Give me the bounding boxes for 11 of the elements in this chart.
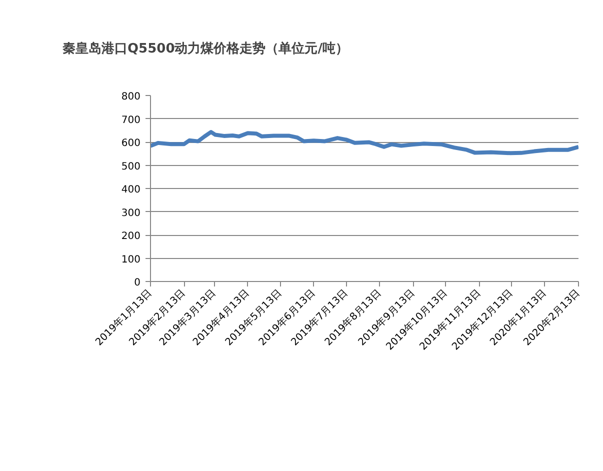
y-tick-label: 200 <box>121 231 141 242</box>
line-series <box>150 130 578 156</box>
y-tick-label: 400 <box>121 184 141 196</box>
y-tick-label: 500 <box>121 161 141 172</box>
y-tick-label: 600 <box>121 138 141 149</box>
y-tick-label: 100 <box>121 254 141 266</box>
y-tick-label: 700 <box>121 114 141 126</box>
y-tick-label: 0 <box>134 278 141 288</box>
y-tick-label: 800 <box>121 92 141 102</box>
y-tick-label: 300 <box>121 208 141 219</box>
chart-title: 秦皇岛港口Q5500动力煤价格走势（单位元/吨） <box>62 40 348 56</box>
